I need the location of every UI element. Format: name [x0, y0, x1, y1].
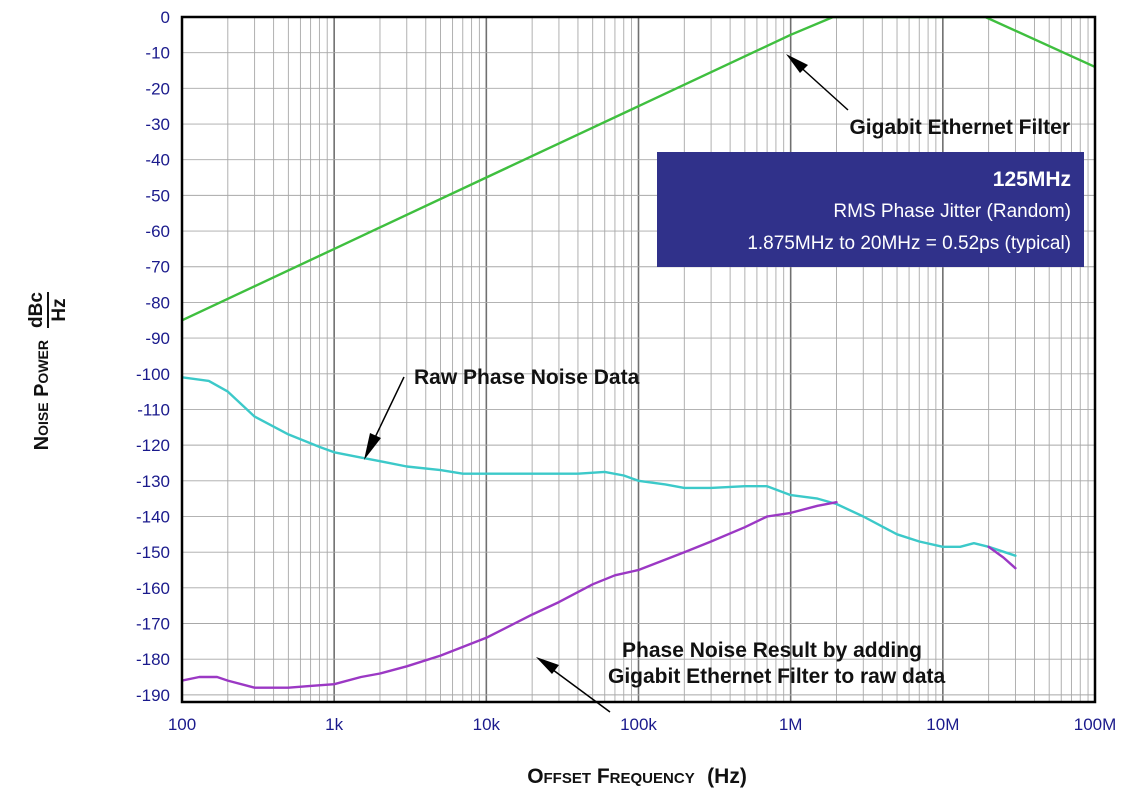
y-tick-label: -130 — [136, 472, 170, 491]
y-tick-label: -20 — [145, 79, 170, 98]
arrowhead-gigabit-ethernet-filter — [786, 54, 808, 73]
y-tick-label: -180 — [136, 650, 170, 669]
y-tick-label: -140 — [136, 507, 170, 526]
series-line-result-tail — [987, 545, 1017, 570]
x-tick-label: 100M — [1074, 715, 1117, 734]
annotation-phase-noise-result: Phase Noise Result by adding Gigabit Eth… — [536, 639, 946, 713]
y-tick-label: -160 — [136, 579, 170, 598]
info-box-line1: RMS Phase Jitter (Random) — [833, 201, 1071, 222]
x-tick-label: 10M — [926, 715, 959, 734]
y-tick-label: -90 — [145, 329, 170, 348]
info-box-line2: 1.875MHz to 20MHz = 0.52ps (typical) — [747, 233, 1071, 254]
annotation-raw-phase-noise-data: Raw Phase Noise Data — [364, 366, 640, 460]
x-axis-title-unit: (Hz) — [707, 765, 747, 788]
series-line-raw — [182, 376, 1017, 557]
y-tick-label: -10 — [145, 44, 170, 63]
y-tick-label: -30 — [145, 115, 170, 134]
x-tick-label: 1k — [325, 715, 343, 734]
x-tick-label: 10k — [473, 715, 501, 734]
y-tick-label: 0 — [161, 8, 170, 27]
label-phase-noise-result-line2: Gigabit Ethernet Filter to raw data — [608, 665, 946, 688]
y-tick-label: -60 — [145, 222, 170, 241]
x-axis-title: Offset Frequency (Hz) — [527, 765, 747, 788]
arrowhead-phase-noise-result — [536, 657, 559, 674]
label-phase-noise-result-line1: Phase Noise Result by adding — [622, 639, 922, 662]
y-tick-label: -150 — [136, 543, 170, 562]
y-tick-label: -80 — [145, 293, 170, 312]
info-box-title: 125MHz — [993, 168, 1071, 191]
info-box: 125MHz RMS Phase Jitter (Random) 1.875MH… — [657, 152, 1084, 267]
x-tick-label: 1M — [779, 715, 803, 734]
y-tick-label: -70 — [145, 258, 170, 277]
x-tick-labels: 100 1k 10k 100k 1M 10M 100M — [168, 715, 1116, 734]
y-axis-title: Noise Power dBc Hz — [26, 292, 70, 451]
label-gigabit-ethernet-filter: Gigabit Ethernet Filter — [849, 116, 1070, 139]
y-axis-unit-numerator: dBc — [26, 292, 47, 328]
y-tick-label: -110 — [137, 400, 170, 419]
arrow-gigabit-ethernet-filter — [795, 62, 849, 111]
series-line-result — [182, 501, 838, 689]
series-line-filter — [182, 17, 1095, 322]
y-tick-label: -170 — [136, 615, 170, 634]
arrowhead-raw-phase-noise-data — [364, 433, 381, 460]
y-tick-labels: 0 -10 -20 -30 -40 -50 -60 -70 -80 -90 -100 -110 -120… — [136, 8, 170, 705]
y-tick-label: -100 — [136, 365, 170, 384]
info-box-background — [657, 152, 1084, 267]
arrow-phase-noise-result — [544, 663, 611, 713]
y-axis-unit-denominator: Hz — [49, 298, 70, 321]
x-tick-label: 100k — [620, 715, 657, 734]
y-axis-title-main: Noise Power — [31, 340, 53, 450]
y-tick-label: -190 — [136, 686, 170, 705]
label-raw-phase-noise-data: Raw Phase Noise Data — [414, 366, 640, 389]
y-tick-label: -40 — [145, 151, 170, 170]
series-layer — [182, 17, 1095, 689]
plot-frame — [180, 15, 1097, 704]
grid — [181, 16, 1095, 702]
annotation-gigabit-ethernet-filter: Gigabit Ethernet Filter — [786, 54, 1070, 139]
y-tick-label: -50 — [145, 186, 170, 205]
x-tick-label: 100 — [168, 715, 196, 734]
y-tick-label: -120 — [136, 436, 170, 455]
x-axis-title-main: Offset Frequency — [527, 765, 695, 788]
